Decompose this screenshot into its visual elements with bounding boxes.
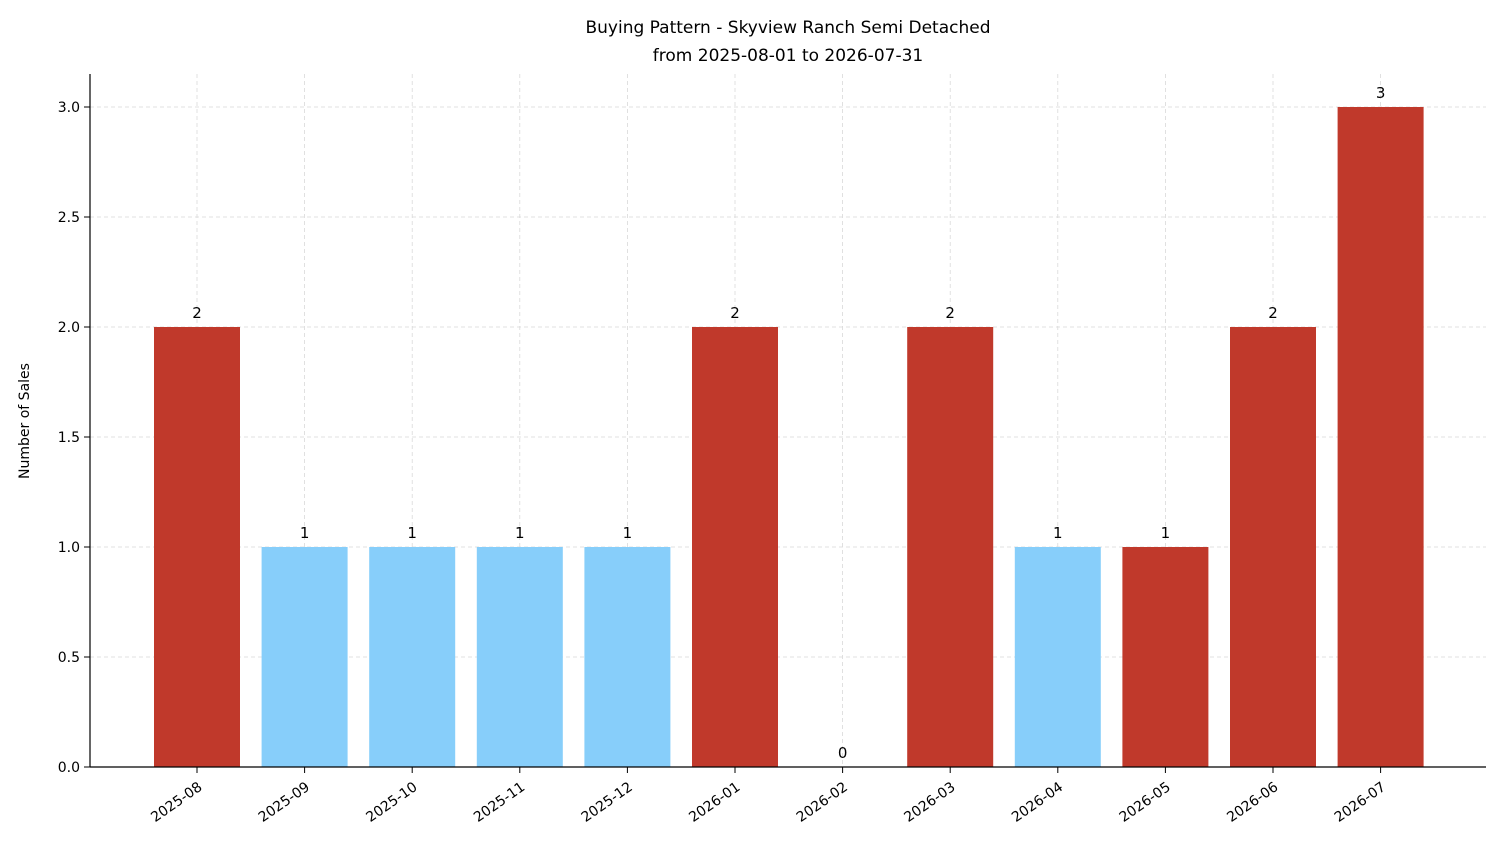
bar-value-label: 2 [1268, 304, 1278, 322]
x-tick-label: 2025-11 [471, 779, 528, 826]
bar-value-label: 2 [730, 304, 740, 322]
y-tick-label: 1.5 [58, 430, 80, 446]
x-tick-label: 2026-07 [1332, 779, 1389, 826]
x-tick-label: 2026-04 [1009, 779, 1066, 826]
bar-2026-01 [692, 327, 778, 767]
y-tick-label: 3.0 [58, 100, 80, 116]
y-tick-label: 2.5 [58, 210, 80, 226]
bar-2025-09 [261, 547, 348, 767]
x-tick-label: 2026-06 [1224, 779, 1281, 826]
bar-value-label: 1 [1053, 524, 1063, 542]
x-tick-label: 2025-10 [363, 779, 420, 826]
x-tick-label: 2026-01 [686, 779, 743, 826]
x-tick-label: 2026-05 [1117, 779, 1174, 826]
bar-2025-12 [584, 547, 671, 767]
y-tick-label: 2.0 [58, 320, 80, 336]
bar-value-label: 2 [192, 304, 202, 322]
bar-2025-11 [476, 547, 563, 767]
bars [154, 107, 1424, 767]
bar-value-label: 1 [407, 524, 417, 542]
axes [84, 74, 1486, 773]
bar-value-label: 2 [945, 304, 955, 322]
x-tick-label: 2026-03 [901, 779, 958, 826]
bar-value-label: 1 [1161, 524, 1171, 542]
bar-2025-08 [154, 327, 240, 767]
x-tick-label: 2026-02 [794, 779, 851, 826]
y-tick-label: 1.0 [58, 540, 80, 556]
bar-2026-06 [1230, 327, 1316, 767]
chart-subtitle: from 2025-08-01 to 2026-07-31 [653, 46, 923, 66]
bar-value-label: 0 [838, 744, 848, 762]
bar-2026-05 [1122, 547, 1209, 767]
y-tick-label: 0.5 [58, 650, 80, 666]
bar-value-label: 1 [300, 524, 310, 542]
x-tick-label: 2025-12 [579, 779, 636, 826]
bar-2026-03 [907, 327, 994, 767]
bar-value-label: 1 [623, 524, 633, 542]
bar-value-label: 3 [1376, 84, 1386, 102]
y-tick-label: 0.0 [58, 760, 80, 776]
bar-value-label: 1 [515, 524, 525, 542]
bar-2026-04 [1014, 547, 1101, 767]
bar-2025-10 [369, 547, 456, 767]
chart-title: Buying Pattern - Skyview Ranch Semi Deta… [585, 18, 990, 38]
y-axis-label: Number of Sales [17, 363, 33, 479]
bar-2026-07 [1337, 107, 1424, 767]
x-tick-label: 2025-09 [256, 779, 313, 826]
x-tick-label: 2025-08 [148, 779, 205, 826]
